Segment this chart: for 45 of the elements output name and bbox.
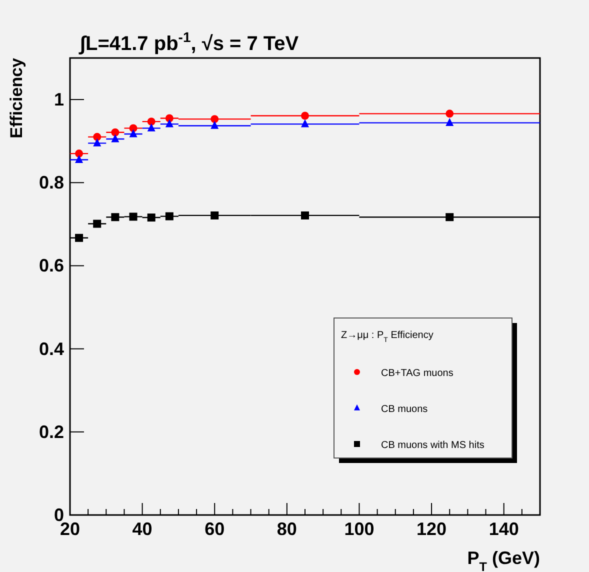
point <box>165 212 174 220</box>
point <box>93 132 102 141</box>
point <box>93 138 102 146</box>
y-axis-title: Efficiency <box>7 57 26 138</box>
x-tick-label: 120 <box>416 519 447 539</box>
point <box>129 212 138 221</box>
legend-label: CB muons <box>381 404 428 415</box>
y-tick-label: 0.6 <box>38 256 64 276</box>
point <box>75 150 84 158</box>
x-tick-label: 100 <box>344 519 374 539</box>
x-tick-label: 80 <box>276 519 297 539</box>
point <box>446 118 454 126</box>
x-tick-label: 40 <box>132 519 152 539</box>
y-tick-label: 0.2 <box>38 422 64 442</box>
point <box>129 124 138 132</box>
point <box>75 234 84 242</box>
legend-title: Z→μμ : P$_{T}$ Efficiency <box>341 330 434 344</box>
point <box>210 211 219 220</box>
legend-label: CB muons with MS hits <box>381 440 484 451</box>
x-tick-label: 140 <box>488 519 519 539</box>
point <box>147 123 156 132</box>
x-axis-title: P$_{T}$ (GeV) <box>467 548 540 572</box>
point <box>446 110 454 118</box>
point <box>75 154 84 163</box>
point <box>111 213 120 222</box>
point <box>147 214 156 222</box>
chart-title: ∫L=41.7 pb$^{-1}$, √s = 7 TeV <box>78 29 300 55</box>
y-tick-label: 0.8 <box>38 172 64 193</box>
legend-label: CB+TAG muons <box>381 368 454 379</box>
x-tick-label: 60 <box>204 519 225 539</box>
point <box>301 119 309 128</box>
point <box>147 118 156 126</box>
point <box>129 129 138 138</box>
point <box>446 213 454 222</box>
y-tick-label: 1 <box>54 90 64 110</box>
point <box>165 119 174 128</box>
point <box>111 134 120 142</box>
point <box>165 114 174 122</box>
point <box>93 220 102 228</box>
point <box>301 211 309 220</box>
point <box>111 128 120 136</box>
point <box>210 115 219 124</box>
point <box>210 120 219 129</box>
y-tick-label: 0.4 <box>38 338 64 359</box>
point <box>301 112 309 120</box>
